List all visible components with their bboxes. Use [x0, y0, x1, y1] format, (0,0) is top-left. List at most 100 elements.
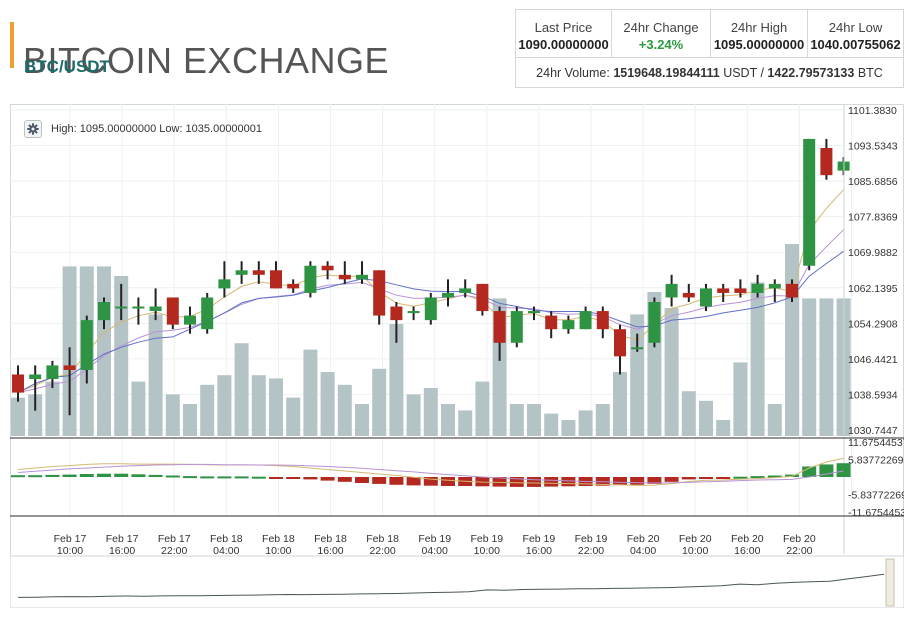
macd-histogram-bar — [97, 473, 111, 477]
time-axis-time-label: 04:00 — [422, 545, 448, 557]
candle-body — [596, 311, 609, 330]
candle-up — [98, 297, 110, 330]
candle-body — [614, 329, 626, 357]
volume-bar — [286, 397, 301, 436]
macd-histogram-bar — [286, 477, 301, 479]
macd-histogram-bar — [647, 477, 662, 484]
candle-body — [356, 274, 368, 280]
title-accent-bar — [10, 22, 14, 68]
candle-body — [304, 265, 317, 293]
macd-histogram-bar — [509, 477, 524, 487]
volume-usdt-unit: USDT / — [723, 66, 764, 80]
macd-histogram-bar — [79, 474, 94, 477]
candle-body — [820, 147, 833, 176]
candle-body — [476, 283, 489, 312]
macd-histogram-bar — [337, 477, 352, 482]
candle-up — [29, 365, 42, 411]
macd-histogram-bar — [114, 473, 129, 477]
price-axis-label: 1093.5343 — [848, 141, 898, 153]
price-axis-label: 1085.6856 — [848, 176, 898, 188]
macd-histogram-bar — [733, 476, 748, 479]
candle-body — [149, 306, 162, 312]
macd-histogram-bar — [217, 476, 232, 479]
macd-histogram-bar — [251, 476, 266, 479]
candle-down — [545, 311, 558, 339]
candle-down — [63, 347, 76, 416]
chart-grid — [10, 104, 852, 516]
macd-histogram-bar — [45, 474, 60, 477]
volume-bar — [165, 394, 180, 436]
volume-bar — [509, 404, 524, 436]
candle-up — [80, 315, 93, 384]
macd-histogram-bar — [767, 475, 782, 478]
candle-body — [648, 302, 661, 343]
price-chart[interactable]: 1101.3830 1093.5343 1085.6856 1077.8369 1069… — [10, 104, 904, 608]
macd-histogram-bar — [716, 477, 731, 479]
volume-bar — [217, 375, 232, 436]
macd-histogram-bar — [183, 476, 197, 479]
candle-body — [218, 279, 231, 289]
candle-up — [46, 360, 59, 389]
volume-bar — [819, 298, 834, 436]
price-axis-label: 1101.3830 — [848, 105, 897, 117]
candle-body — [510, 311, 523, 343]
volume-bar — [45, 381, 60, 436]
macd-histogram-bar — [492, 477, 507, 487]
candle-body — [682, 292, 695, 298]
candle-up — [459, 279, 472, 298]
price-axis-label: 1054.2908 — [848, 318, 898, 330]
candle-up — [132, 297, 145, 325]
candle-body — [734, 288, 747, 293]
candle-body — [373, 270, 386, 316]
macd-histogram-bar — [630, 477, 645, 485]
candle-body — [751, 283, 764, 293]
macd-histogram-bar — [269, 477, 283, 479]
volume-bar — [320, 372, 335, 436]
candle-body — [717, 288, 730, 293]
volume-bar — [234, 343, 249, 436]
volume-bar — [802, 298, 817, 436]
time-axis-time-label: 10:00 — [57, 545, 83, 557]
high-value: 1095.00000000 — [713, 37, 805, 52]
macd-histogram-bar — [28, 475, 43, 478]
moving-average-line — [17, 250, 844, 394]
time-axis-day-label: Feb 17 — [106, 533, 139, 545]
candle-body — [459, 288, 472, 293]
time-axis-day-label: Feb 19 — [418, 533, 451, 545]
candle-down — [166, 297, 179, 330]
time-axis-day-label: Feb 19 — [470, 533, 503, 545]
time-axis-time-label: 16:00 — [109, 545, 135, 557]
macd-histogram-bar — [836, 463, 851, 477]
candle-up — [201, 292, 214, 334]
volume-bar — [733, 362, 748, 436]
volume-bar — [11, 397, 25, 436]
time-axis-day-label: Feb 20 — [783, 533, 816, 545]
volume-bar — [423, 388, 438, 436]
candle-up — [768, 279, 781, 303]
candle-body — [321, 265, 334, 271]
macd-histogram-bar — [406, 477, 421, 486]
candle-up — [510, 306, 523, 348]
volume-bar — [303, 349, 318, 436]
volume-bar — [613, 372, 627, 436]
volume-bar — [716, 420, 731, 436]
macd-line — [17, 457, 844, 486]
candle-body — [424, 297, 437, 321]
time-axis-day-label: Feb 20 — [731, 533, 764, 545]
navigator-panel[interactable] — [10, 555, 904, 608]
candle-body — [287, 283, 300, 289]
candle-body — [63, 365, 76, 370]
chart-high-low-text: High: 1095.00000000 Low: 1035.00000001 — [51, 123, 263, 135]
volume-btc-unit: BTC — [857, 66, 883, 80]
candle-body — [252, 270, 265, 275]
candle-up — [304, 261, 317, 298]
volume-bar — [97, 266, 111, 436]
chart-settings-button[interactable] — [24, 120, 42, 138]
candle-up — [562, 315, 575, 334]
volume-bar — [681, 391, 696, 436]
candle-up — [631, 333, 644, 352]
volume-bar — [578, 410, 593, 436]
stat-24hr-low: 24hr Low 1040.00755062 — [808, 10, 903, 57]
volume-bar — [389, 324, 404, 436]
